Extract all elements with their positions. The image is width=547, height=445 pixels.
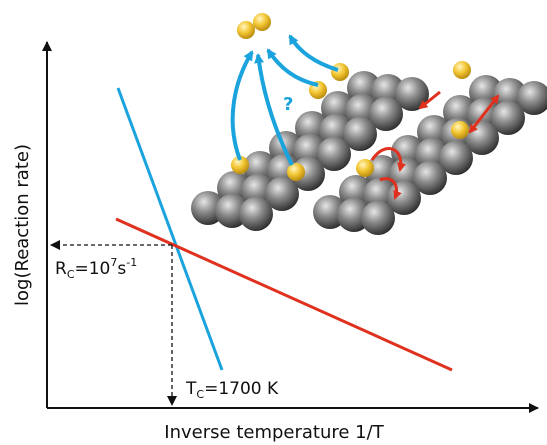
rc-unit-exponent: -1 xyxy=(126,256,137,269)
y-axis-label: log(Reaction rate) xyxy=(12,144,33,306)
adsorbate-atom xyxy=(287,163,305,181)
rc-unit: s xyxy=(117,259,126,279)
rc-exponent: 7 xyxy=(110,256,117,269)
tc-symbol: T xyxy=(185,379,197,399)
metal-atom xyxy=(239,197,273,231)
tc-label: TC=1700 K xyxy=(185,379,279,401)
adsorbate-atom xyxy=(453,61,471,79)
question-mark: ? xyxy=(283,94,293,115)
metal-atom xyxy=(361,201,395,235)
adsorbate-atom xyxy=(237,21,255,39)
tc-text: =1700 K xyxy=(204,379,279,399)
diagram: ? RC=107s-1 TC=1700 K Inverse temperatur… xyxy=(0,0,547,445)
adsorbate-atom xyxy=(331,63,349,81)
adsorbate-atom xyxy=(451,121,469,139)
adsorbate-atom xyxy=(253,13,271,31)
diffusion-rate-line xyxy=(116,219,452,370)
adsorbate-atom xyxy=(356,159,374,177)
desorption-rate-line xyxy=(118,88,222,370)
rc-symbol: R xyxy=(55,259,67,279)
surface-atoms xyxy=(191,13,547,235)
rc-label: RC=107s-1 xyxy=(55,256,137,281)
page: {"y_axis_label": "log(Reaction rate)", "… xyxy=(0,0,547,445)
rc-text: =10 xyxy=(75,259,111,279)
x-axis-label: Inverse temperature 1/T xyxy=(164,422,384,443)
